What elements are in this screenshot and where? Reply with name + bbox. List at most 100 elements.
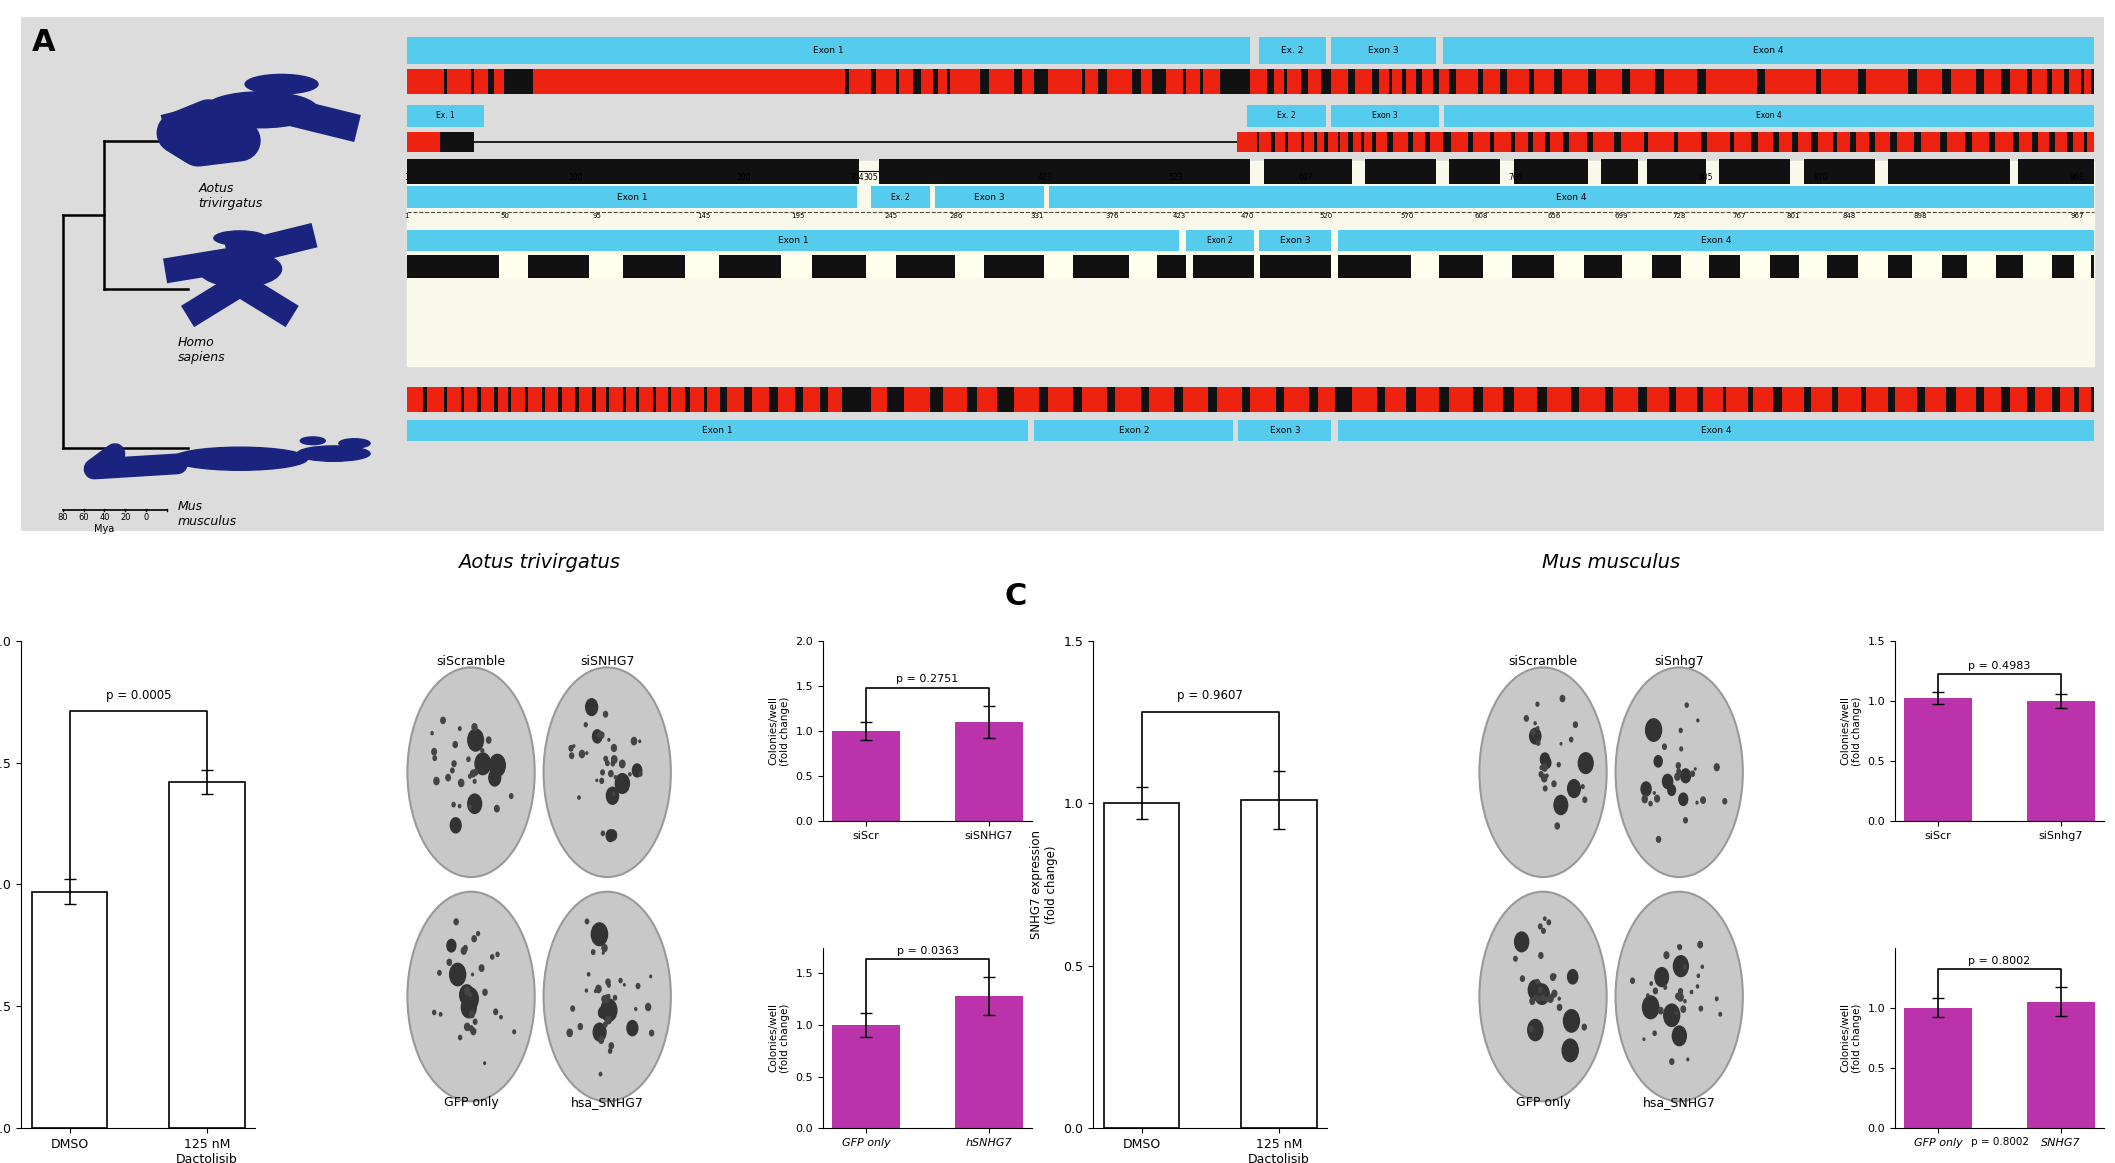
Text: Exon 1: Exon 1 <box>702 426 732 435</box>
Text: Exon 4: Exon 4 <box>1700 236 1732 245</box>
Ellipse shape <box>1535 702 1540 706</box>
Bar <box>1430 133 1442 152</box>
Bar <box>529 387 541 412</box>
Bar <box>406 133 440 152</box>
Ellipse shape <box>476 756 489 772</box>
Bar <box>1406 70 1415 94</box>
Bar <box>1411 255 1440 278</box>
Bar <box>656 387 668 412</box>
Bar <box>1912 255 1942 278</box>
Bar <box>1904 1008 1971 1128</box>
Text: Exon 2: Exon 2 <box>1119 426 1148 435</box>
Text: Exon 4: Exon 4 <box>1700 426 1732 435</box>
Bar <box>977 387 996 412</box>
Ellipse shape <box>626 1021 639 1036</box>
Ellipse shape <box>1677 944 1681 949</box>
Ellipse shape <box>1578 752 1593 773</box>
Bar <box>1129 255 1157 278</box>
Bar <box>1665 70 1698 94</box>
Ellipse shape <box>599 1072 601 1076</box>
Ellipse shape <box>480 749 484 752</box>
Ellipse shape <box>1641 795 1648 802</box>
Text: siSnhg7: siSnhg7 <box>1654 655 1705 669</box>
Bar <box>1631 70 1656 94</box>
Bar <box>406 70 444 94</box>
Bar <box>406 420 1028 441</box>
Ellipse shape <box>1525 715 1529 721</box>
Bar <box>1115 387 1140 412</box>
Ellipse shape <box>1671 1058 1673 1064</box>
Bar <box>1392 70 1402 94</box>
Ellipse shape <box>1527 1020 1542 1041</box>
Text: 801: 801 <box>1787 213 1800 219</box>
Bar <box>1258 37 1326 64</box>
Text: 1: 1 <box>404 213 408 219</box>
Ellipse shape <box>1546 920 1550 925</box>
Text: Exon 1: Exon 1 <box>812 47 844 56</box>
Ellipse shape <box>434 777 440 785</box>
Bar <box>1047 387 1072 412</box>
Bar <box>1798 255 1827 278</box>
Circle shape <box>408 892 535 1101</box>
Text: 523: 523 <box>1170 172 1182 181</box>
Bar <box>1569 133 1586 152</box>
Bar <box>689 387 704 412</box>
Ellipse shape <box>1531 730 1535 735</box>
Bar <box>1984 387 2001 412</box>
Bar <box>1946 133 1965 152</box>
Bar <box>1675 387 1698 412</box>
Text: 570: 570 <box>1400 213 1415 219</box>
Ellipse shape <box>632 737 637 744</box>
Circle shape <box>1478 668 1607 877</box>
Ellipse shape <box>1679 994 1684 999</box>
Text: p = 0.9607: p = 0.9607 <box>1178 690 1244 702</box>
Bar <box>1514 159 1588 184</box>
Ellipse shape <box>199 251 281 287</box>
Bar <box>1440 70 1449 94</box>
Bar <box>1318 387 1335 412</box>
Ellipse shape <box>613 776 618 779</box>
Ellipse shape <box>1555 795 1567 814</box>
Bar <box>1239 420 1330 441</box>
Text: 423: 423 <box>1174 213 1187 219</box>
Bar <box>2068 70 2081 94</box>
Bar <box>1288 70 1301 94</box>
Ellipse shape <box>592 950 594 955</box>
Ellipse shape <box>611 756 618 763</box>
Bar <box>1764 70 1815 94</box>
Ellipse shape <box>628 772 630 776</box>
Bar <box>1187 255 1193 278</box>
Text: 805: 805 <box>1698 172 1713 181</box>
Ellipse shape <box>1719 1013 1722 1016</box>
Text: p = 0.8002: p = 0.8002 <box>1969 956 2030 965</box>
Ellipse shape <box>491 955 493 959</box>
Ellipse shape <box>1654 795 1660 802</box>
Ellipse shape <box>1679 793 1688 806</box>
Text: 898: 898 <box>1914 213 1927 219</box>
Ellipse shape <box>609 771 613 777</box>
Bar <box>1328 133 1339 152</box>
Bar <box>1288 133 1301 152</box>
Text: p = 0.0363: p = 0.0363 <box>897 946 958 956</box>
Bar <box>1237 133 1256 152</box>
Ellipse shape <box>450 963 465 986</box>
Text: Ex. 1: Ex. 1 <box>436 112 455 121</box>
Ellipse shape <box>440 718 446 723</box>
Ellipse shape <box>298 445 370 462</box>
Ellipse shape <box>1656 836 1660 842</box>
Ellipse shape <box>499 1015 501 1019</box>
Bar <box>626 387 637 412</box>
Ellipse shape <box>1679 989 1684 994</box>
Ellipse shape <box>463 987 478 1009</box>
Ellipse shape <box>455 919 459 925</box>
Ellipse shape <box>603 1022 607 1027</box>
Circle shape <box>544 668 670 877</box>
Ellipse shape <box>580 750 584 757</box>
Bar <box>780 255 812 278</box>
Ellipse shape <box>605 979 609 985</box>
Bar <box>988 70 1013 94</box>
Bar <box>580 387 592 412</box>
Ellipse shape <box>569 752 573 758</box>
Ellipse shape <box>214 231 266 245</box>
Text: 967: 967 <box>2071 213 2083 219</box>
